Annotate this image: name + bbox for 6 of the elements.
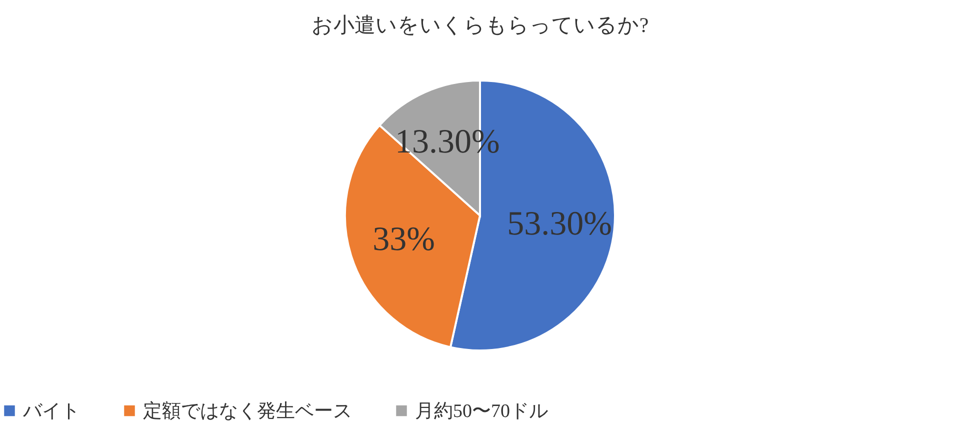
data-label: 33% bbox=[372, 220, 435, 258]
legend-label: 定額ではなく発生ベース bbox=[143, 400, 352, 422]
chart-title: お小遣いをいくらもらっているか? bbox=[311, 13, 649, 37]
legend-label: 月約50〜70ドル bbox=[415, 400, 548, 422]
data-label: 53.30% bbox=[507, 205, 612, 242]
legend-label: バイト bbox=[22, 400, 80, 422]
